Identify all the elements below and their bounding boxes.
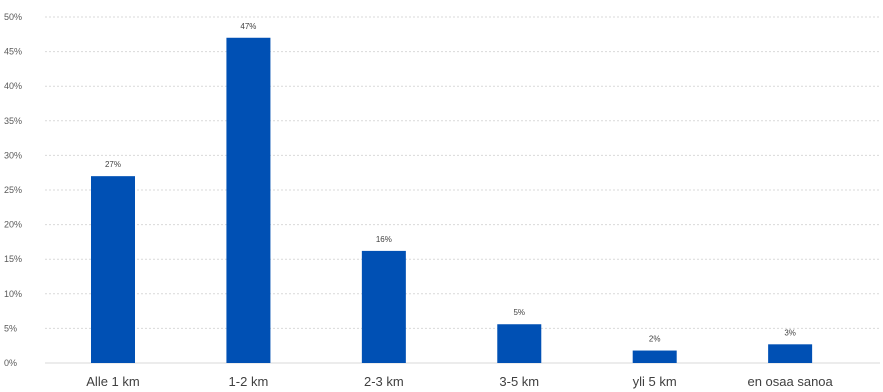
category-label: 1-2 km — [229, 374, 269, 389]
y-tick-label: 30% — [4, 150, 22, 160]
y-tick-label: 25% — [4, 185, 22, 195]
y-tick-label: 20% — [4, 220, 22, 230]
y-tick-label: 5% — [4, 323, 17, 333]
bar — [768, 344, 813, 363]
y-tick-label: 15% — [4, 254, 22, 264]
category-label: en osaa sanoa — [747, 374, 833, 389]
bar — [91, 176, 135, 363]
bars — [91, 37, 813, 363]
data-label: 5% — [513, 308, 525, 317]
y-tick-label: 40% — [4, 81, 22, 91]
bar — [632, 350, 677, 363]
y-tick-label: 10% — [4, 289, 22, 299]
y-axis-ticks: 0% 5% 10% 15% 20% 25% 30% 35% 40% 45% 50% — [4, 12, 22, 368]
category-label: yli 5 km — [633, 374, 677, 389]
category-label: 2-3 km — [364, 374, 404, 389]
y-tick-label: 35% — [4, 116, 22, 126]
category-label: 3-5 km — [499, 374, 539, 389]
y-tick-label: 45% — [4, 47, 22, 57]
y-tick-label: 0% — [4, 358, 17, 368]
gridlines — [45, 16, 880, 364]
category-label: Alle 1 km — [86, 374, 139, 389]
data-label: 47% — [240, 22, 256, 31]
data-label: 16% — [376, 235, 392, 244]
x-axis-categories: Alle 1 km 1-2 km 2-3 km 3-5 km yli 5 km en os… — [86, 374, 833, 389]
bar — [226, 37, 271, 363]
y-tick-label: 50% — [4, 12, 22, 22]
bar — [497, 324, 542, 363]
data-labels: 27% 47% 16% 5% 2% 3% — [105, 22, 796, 344]
data-label: 2% — [649, 335, 661, 344]
data-label: 3% — [784, 328, 796, 337]
bar — [361, 250, 406, 363]
data-label: 27% — [105, 160, 121, 169]
